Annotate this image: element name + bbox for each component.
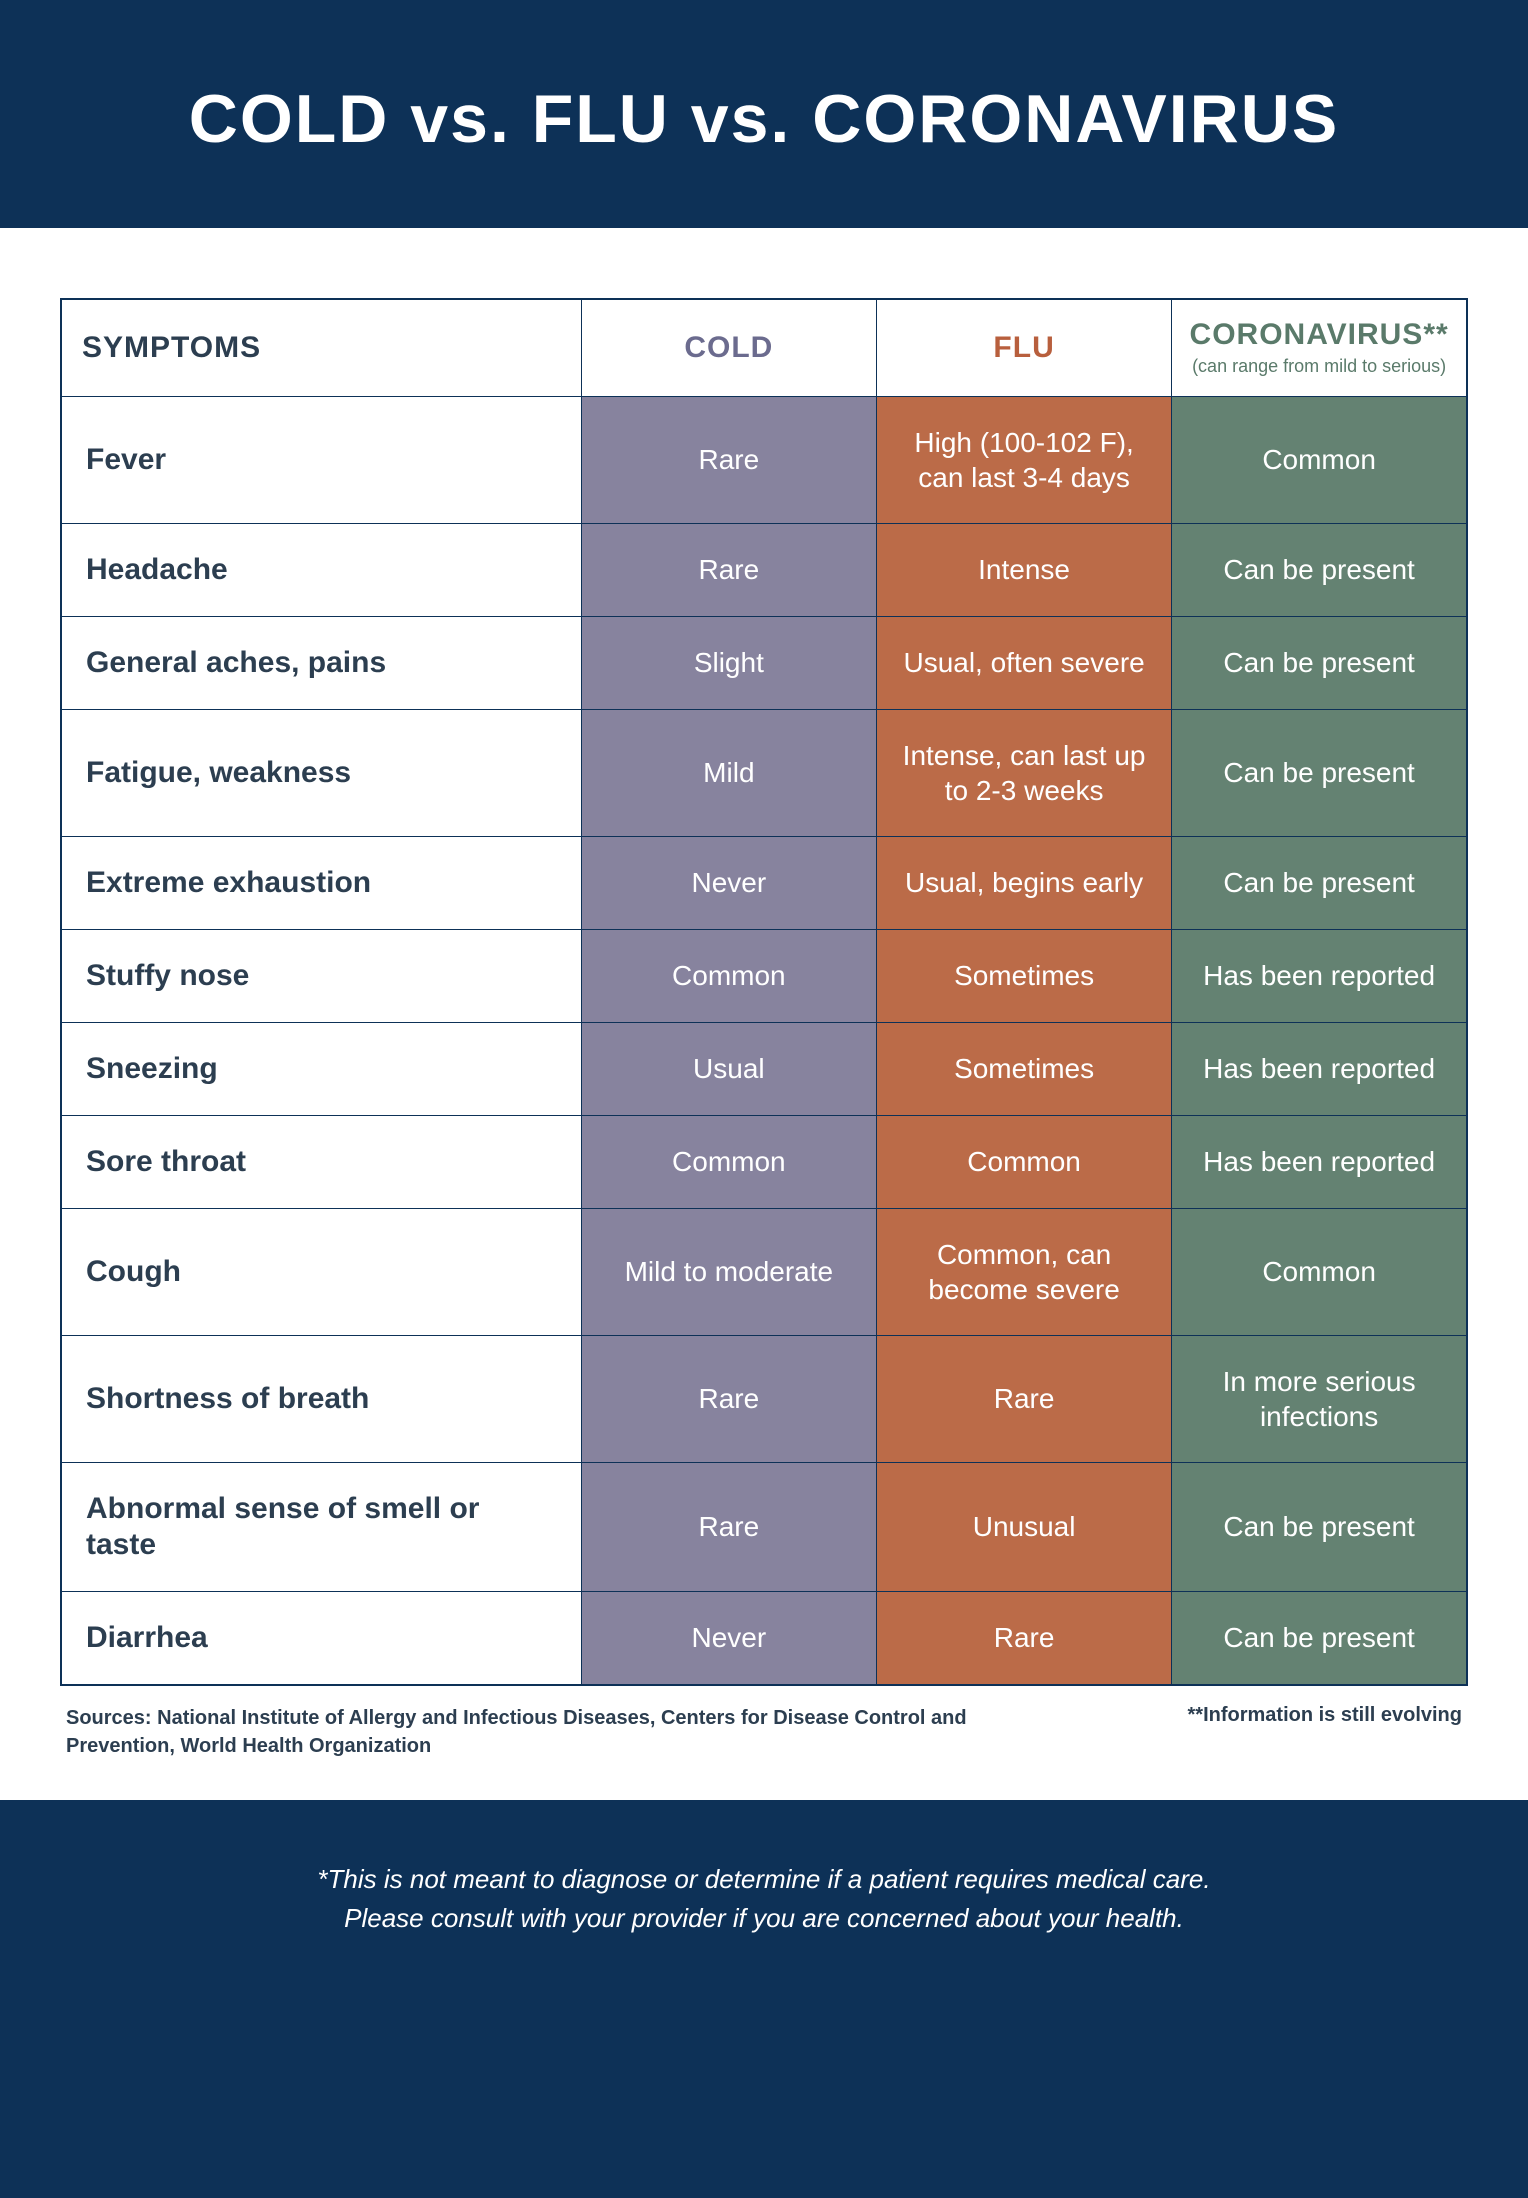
symptom-cell: Sore throat — [61, 1115, 581, 1208]
corona-cell: Can be present — [1172, 1462, 1467, 1591]
header-coronavirus: CORONAVIRUS** (can range from mild to se… — [1172, 299, 1467, 396]
cold-cell: Rare — [581, 396, 876, 523]
table-row: HeadacheRareIntenseCan be present — [61, 523, 1467, 616]
symptom-cell: Stuffy nose — [61, 929, 581, 1022]
symptom-cell: Shortness of breath — [61, 1335, 581, 1462]
flu-cell: High (100-102 F), can last 3-4 days — [876, 396, 1171, 523]
corona-cell: Has been reported — [1172, 1115, 1467, 1208]
header-cold: COLD — [581, 299, 876, 396]
flu-cell: Sometimes — [876, 929, 1171, 1022]
flu-cell: Intense, can last up to 2-3 weeks — [876, 709, 1171, 836]
symptom-cell: Diarrhea — [61, 1591, 581, 1685]
symptom-cell: Cough — [61, 1208, 581, 1335]
table-row: Sore throatCommonCommonHas been reported — [61, 1115, 1467, 1208]
content-area: SYMPTOMS COLD FLU CORONAVIRUS** (can ran… — [0, 228, 1528, 1800]
corona-cell: Has been reported — [1172, 1022, 1467, 1115]
disclaimer-line-1: *This is not meant to diagnose or determ… — [80, 1860, 1448, 1899]
table-row: Stuffy noseCommonSometimesHas been repor… — [61, 929, 1467, 1022]
flu-cell: Common, can become severe — [876, 1208, 1171, 1335]
flu-cell: Intense — [876, 523, 1171, 616]
flu-cell: Usual, begins early — [876, 836, 1171, 929]
corona-cell: Can be present — [1172, 836, 1467, 929]
table-header-row: SYMPTOMS COLD FLU CORONAVIRUS** (can ran… — [61, 299, 1467, 396]
symptom-cell: Headache — [61, 523, 581, 616]
cold-cell: Rare — [581, 523, 876, 616]
header-coronavirus-sub: (can range from mild to serious) — [1182, 356, 1456, 378]
cold-cell: Common — [581, 929, 876, 1022]
corona-cell: Has been reported — [1172, 929, 1467, 1022]
header-flu: FLU — [876, 299, 1171, 396]
cold-cell: Usual — [581, 1022, 876, 1115]
cold-cell: Never — [581, 836, 876, 929]
symptom-cell: Fever — [61, 396, 581, 523]
table-row: Abnormal sense of smell or tasteRareUnus… — [61, 1462, 1467, 1591]
flu-cell: Usual, often severe — [876, 616, 1171, 709]
symptom-cell: Sneezing — [61, 1022, 581, 1115]
footer-banner: *This is not meant to diagnose or determ… — [0, 1800, 1528, 2198]
sources-row: Sources: National Institute of Allergy a… — [60, 1704, 1468, 1760]
symptom-cell: General aches, pains — [61, 616, 581, 709]
table-row: SneezingUsualSometimesHas been reported — [61, 1022, 1467, 1115]
main-title: COLD vs. FLU vs. CORONAVIRUS — [40, 80, 1488, 158]
cold-cell: Slight — [581, 616, 876, 709]
flu-cell: Sometimes — [876, 1022, 1171, 1115]
cold-cell: Mild — [581, 709, 876, 836]
table-row: FeverRareHigh (100-102 F), can last 3-4 … — [61, 396, 1467, 523]
evolving-note: **Information is still evolving — [1188, 1704, 1463, 1727]
corona-cell: Can be present — [1172, 523, 1467, 616]
cold-cell: Never — [581, 1591, 876, 1685]
cold-cell: Rare — [581, 1335, 876, 1462]
header-symptoms: SYMPTOMS — [61, 299, 581, 396]
table-row: DiarrheaNeverRareCan be present — [61, 1591, 1467, 1685]
flu-cell: Rare — [876, 1591, 1171, 1685]
corona-cell: Common — [1172, 396, 1467, 523]
header-coronavirus-label: CORONAVIRUS** — [1190, 318, 1449, 351]
symptom-cell: Abnormal sense of smell or taste — [61, 1462, 581, 1591]
corona-cell: Can be present — [1172, 709, 1467, 836]
disclaimer-line-2: Please consult with your provider if you… — [80, 1899, 1448, 1938]
corona-cell: In more serious infections — [1172, 1335, 1467, 1462]
cold-cell: Common — [581, 1115, 876, 1208]
cold-cell: Mild to moderate — [581, 1208, 876, 1335]
sources-text: Sources: National Institute of Allergy a… — [66, 1704, 1043, 1760]
symptom-cell: Extreme exhaustion — [61, 836, 581, 929]
flu-cell: Rare — [876, 1335, 1171, 1462]
header-banner: COLD vs. FLU vs. CORONAVIRUS — [0, 0, 1528, 228]
table-row: CoughMild to moderateCommon, can become … — [61, 1208, 1467, 1335]
symptom-cell: Fatigue, weakness — [61, 709, 581, 836]
corona-cell: Can be present — [1172, 1591, 1467, 1685]
corona-cell: Common — [1172, 1208, 1467, 1335]
comparison-table: SYMPTOMS COLD FLU CORONAVIRUS** (can ran… — [60, 298, 1468, 1686]
table-row: Shortness of breathRareRareIn more serio… — [61, 1335, 1467, 1462]
corona-cell: Can be present — [1172, 616, 1467, 709]
table-body: FeverRareHigh (100-102 F), can last 3-4 … — [61, 396, 1467, 1685]
table-row: Extreme exhaustionNeverUsual, begins ear… — [61, 836, 1467, 929]
flu-cell: Common — [876, 1115, 1171, 1208]
table-row: General aches, painsSlightUsual, often s… — [61, 616, 1467, 709]
table-row: Fatigue, weaknessMildIntense, can last u… — [61, 709, 1467, 836]
cold-cell: Rare — [581, 1462, 876, 1591]
flu-cell: Unusual — [876, 1462, 1171, 1591]
